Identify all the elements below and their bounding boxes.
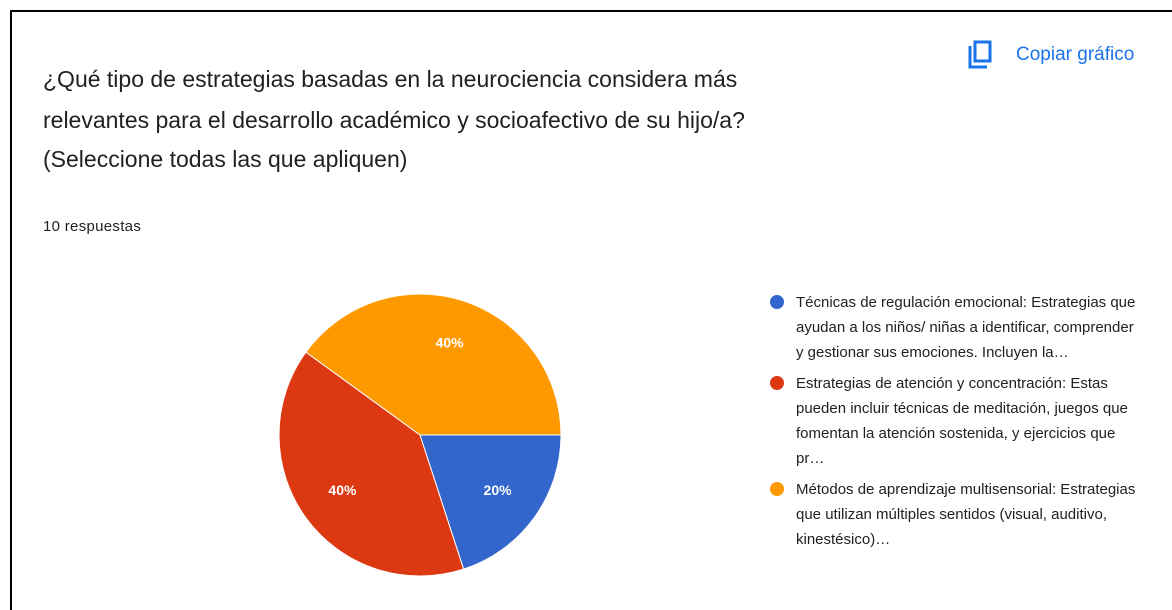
slice-label: 40% xyxy=(328,482,357,498)
legend-label: Estrategias de atención y concentración:… xyxy=(796,375,1128,467)
pie-slice xyxy=(305,293,562,436)
chart-title: ¿Qué tipo de estrategias basadas en la n… xyxy=(43,66,738,92)
pie-chart: 20% 40% 40% xyxy=(278,293,562,577)
response-count: 10 respuestas xyxy=(43,218,142,235)
legend-marker xyxy=(770,295,784,309)
copy-chart-button[interactable]: Copiar gráfico xyxy=(966,40,1134,70)
legend-marker xyxy=(770,482,784,496)
legend-label: Métodos de aprendizaje multisensorial: E… xyxy=(796,481,1136,548)
pie-slice xyxy=(278,351,465,577)
legend-entry: Estrategias de atención y concentración:… xyxy=(770,371,1170,471)
slice-label: 20% xyxy=(484,482,513,498)
page: Copiar gráfico ¿Qué tipo de estrategias … xyxy=(10,10,1172,610)
pie-slice xyxy=(419,434,562,570)
legend-entry: Técnicas de regulación emocional: Estrat… xyxy=(770,290,1170,365)
chart-title: (Seleccione todas las que apliquen) xyxy=(43,146,408,172)
slice-label: 40% xyxy=(436,335,465,351)
legend: Técnicas de regulación emocional: Estrat… xyxy=(770,290,1170,558)
legend-marker xyxy=(770,376,784,390)
card-border xyxy=(10,10,1172,610)
legend-label: Técnicas de regulación emocional: Estrat… xyxy=(796,294,1136,361)
chart-title: relevantes para el desarrollo académico … xyxy=(43,107,745,133)
copy-icon xyxy=(968,40,992,69)
legend-entry: Métodos de aprendizaje multisensorial: E… xyxy=(770,477,1170,552)
copy-label: Copiar gráfico xyxy=(1016,44,1135,65)
